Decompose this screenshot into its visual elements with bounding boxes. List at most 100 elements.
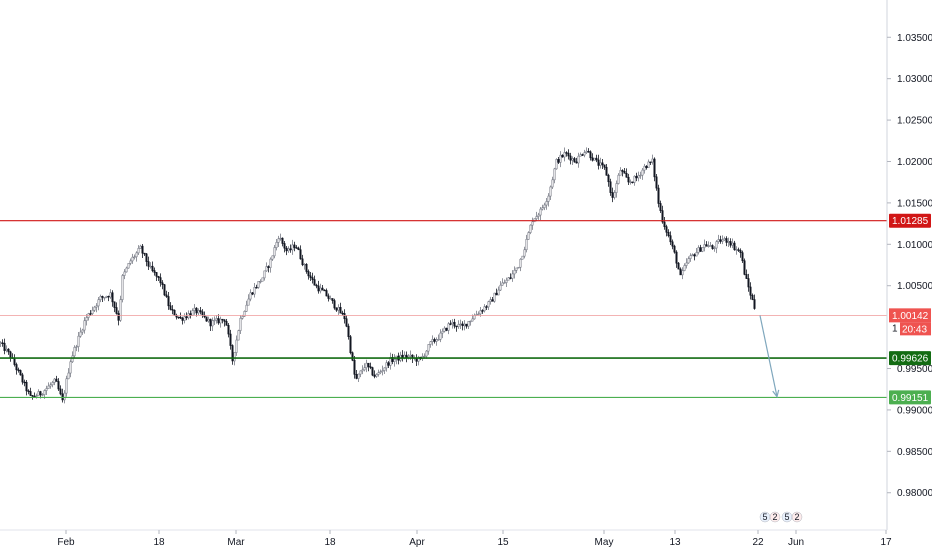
candle-body [77, 335, 80, 347]
event-flag-icon[interactable] [791, 511, 803, 523]
candle-body [727, 241, 730, 243]
candle-body [43, 390, 46, 395]
candle-body [731, 242, 734, 246]
x-tick-label: Mar [227, 537, 245, 548]
candle-body [565, 152, 568, 154]
event-flag-icon[interactable] [769, 511, 781, 523]
candle-body [703, 244, 706, 248]
candle-body [89, 313, 92, 315]
candle-body [21, 374, 24, 383]
candle-body [281, 237, 284, 244]
projection-arrow[interactable] [759, 315, 778, 397]
candle-body [701, 247, 704, 252]
candle-body [335, 307, 338, 311]
candle-body [349, 336, 352, 354]
candle-body [567, 152, 570, 157]
candle-body [293, 244, 296, 248]
candle-body [445, 327, 448, 331]
countdown-label: 20:43 [902, 324, 927, 335]
candle-body [515, 267, 518, 271]
candle-body [315, 284, 318, 287]
candle-body [161, 282, 164, 285]
candle-body [673, 245, 676, 253]
y-tick-label: 0.99000 [897, 405, 932, 416]
candle-body [611, 192, 614, 198]
candle-body [313, 279, 316, 286]
candle-body [687, 258, 690, 264]
candle-body [425, 350, 428, 357]
candle-body [573, 158, 576, 163]
candle-body [479, 310, 482, 315]
candle-body [649, 161, 652, 164]
candle-body [483, 306, 486, 312]
candle-body [245, 304, 248, 312]
candle-body [81, 329, 84, 333]
candle-body [269, 258, 272, 268]
candle-body [181, 317, 184, 321]
candle-body [109, 292, 112, 298]
levels-layer [0, 220, 887, 399]
candle-body [539, 208, 542, 216]
candle-body [121, 275, 124, 300]
candle-body [537, 214, 540, 217]
candle-body [709, 245, 712, 247]
candle-body [35, 395, 38, 397]
candle-body [169, 305, 172, 310]
event-count-label: 5 [784, 512, 789, 522]
candle-body [509, 277, 512, 279]
candle-body [617, 174, 620, 184]
candle-body [561, 154, 564, 158]
candle-body [471, 318, 474, 322]
candle-body [119, 299, 122, 321]
candle-body [347, 325, 350, 337]
candle-body [381, 370, 384, 372]
candle-body [285, 247, 288, 252]
candle-body [733, 242, 736, 251]
candle-body [461, 323, 464, 327]
candle-body [353, 359, 356, 375]
candle-body [85, 317, 88, 322]
candle-body [73, 347, 76, 357]
candle-body [637, 175, 640, 179]
candle-body [695, 252, 698, 257]
candle-body [177, 316, 180, 319]
candle-body [295, 247, 298, 249]
y-tick-label: 1.02000 [897, 157, 932, 168]
candle-body [693, 254, 696, 257]
candle-body [449, 323, 452, 325]
candle-body [551, 179, 554, 188]
candle-body [213, 319, 216, 322]
candle-body [745, 274, 748, 279]
candle-body [215, 318, 218, 321]
candle-body [523, 249, 526, 257]
candle-body [159, 277, 162, 284]
price-axis[interactable]: 1.03500 1.03000 1.02500 1.02000 1.01500 1.010… [887, 33, 932, 499]
candle-body [17, 369, 20, 371]
candle-body [201, 311, 204, 316]
candle-body [711, 245, 714, 249]
candle-body [487, 301, 490, 308]
time-axis[interactable]: Feb 18 Mar 18 Apr 15 May 13 22 Jun 17 [0, 529, 892, 548]
candle-body [15, 364, 18, 371]
candle-body [491, 299, 494, 302]
candle-body [139, 245, 142, 249]
candle-body [305, 263, 308, 272]
candle-body [379, 371, 382, 374]
candle-body [55, 378, 58, 382]
candle-body [409, 354, 412, 357]
candle-body [1, 342, 4, 344]
candle-body [107, 295, 110, 298]
candle-body [635, 175, 638, 179]
candle-body [707, 245, 710, 247]
candle-body [235, 339, 238, 353]
candle-body [691, 254, 694, 256]
candle-body [493, 292, 496, 302]
candle-body [299, 249, 302, 260]
candle-body [27, 390, 30, 392]
candle-body [615, 183, 618, 193]
candle-body [689, 255, 692, 259]
